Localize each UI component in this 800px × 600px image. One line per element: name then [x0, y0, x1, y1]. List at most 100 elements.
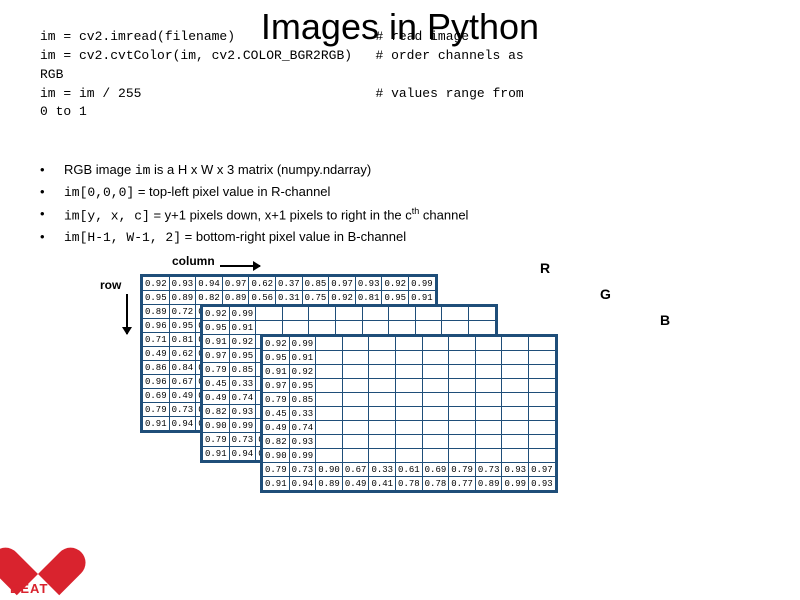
matrix-cell: 0.33 — [289, 407, 316, 421]
matrix-cell: 0.73 — [229, 433, 256, 447]
channel-r-label: R — [540, 260, 550, 276]
matrix-cell: 0.73 — [475, 463, 502, 477]
matrix-cell: 0.62 — [249, 277, 276, 291]
matrix-cell — [502, 449, 529, 463]
matrix-cell: 0.95 — [229, 349, 256, 363]
matrix-cell: 0.92 — [289, 365, 316, 379]
matrix-cell: 0.91 — [143, 417, 170, 431]
matrix-cell: 0.97 — [203, 349, 230, 363]
matrix-cell — [369, 379, 396, 393]
matrix-cell — [362, 307, 389, 321]
b1-post: is a H x W x 3 matrix (numpy.ndarray) — [150, 162, 371, 177]
matrix-cell: 0.95 — [143, 291, 170, 305]
matrix-cell: 0.90 — [316, 463, 343, 477]
matrix-cell — [342, 421, 369, 435]
matrix-diagram: row column R G B 0.920.930.940.970.620.3… — [100, 254, 700, 574]
matrix-cell — [396, 449, 423, 463]
matrix-cell — [422, 351, 449, 365]
matrix-cell: 0.97 — [529, 463, 556, 477]
matrix-cell: 0.89 — [169, 291, 196, 305]
matrix-cell — [502, 379, 529, 393]
matrix-cell: 0.95 — [169, 319, 196, 333]
matrix-cell — [342, 393, 369, 407]
matrix-cell — [396, 435, 423, 449]
matrix-cell: 0.84 — [169, 361, 196, 375]
matrix-cell: 0.89 — [143, 305, 170, 319]
code-l1b: # read image — [375, 29, 469, 44]
matrix-cell: 0.75 — [302, 291, 329, 305]
matrix-cell — [529, 351, 556, 365]
matrix-cell — [469, 307, 496, 321]
matrix-cell: 0.89 — [475, 477, 502, 491]
matrix-cell — [475, 407, 502, 421]
column-label: column — [172, 254, 215, 268]
matrix-cell — [502, 435, 529, 449]
code-block: im = cv2.imread(filename) # read image i… — [40, 28, 760, 122]
matrix-cell: 0.45 — [203, 377, 230, 391]
matrix-cell: 0.96 — [143, 319, 170, 333]
matrix-cell — [309, 307, 336, 321]
matrix-cell: 0.81 — [169, 333, 196, 347]
matrix-cell — [422, 337, 449, 351]
matrix-cell: 0.91 — [289, 351, 316, 365]
matrix-cell: 0.79 — [203, 433, 230, 447]
matrix-cell — [316, 435, 343, 449]
matrix-cell: 0.97 — [222, 277, 249, 291]
matrix-cell — [415, 321, 442, 335]
matrix-cell — [442, 307, 469, 321]
matrix-cell: 0.62 — [169, 347, 196, 361]
matrix-cell: 0.69 — [143, 389, 170, 403]
matrix-cell: 0.92 — [229, 335, 256, 349]
matrix-cell — [389, 321, 416, 335]
matrix-cell — [369, 449, 396, 463]
row-label: row — [100, 278, 121, 292]
matrix-cell: 0.93 — [529, 477, 556, 491]
matrix-cell — [342, 449, 369, 463]
matrix-cell: 0.99 — [289, 449, 316, 463]
matrix-cell — [422, 365, 449, 379]
matrix-cell: 0.31 — [276, 291, 303, 305]
matrix-cell — [396, 379, 423, 393]
matrix-cell: 0.95 — [203, 321, 230, 335]
matrix-cell: 0.91 — [263, 365, 290, 379]
matrix-cell — [422, 435, 449, 449]
matrix-cell — [396, 407, 423, 421]
matrix-cell — [316, 365, 343, 379]
matrix-cell — [475, 337, 502, 351]
matrix-cell — [316, 393, 343, 407]
matrix-cell — [369, 421, 396, 435]
matrix-cell: 0.92 — [382, 277, 409, 291]
b3-posta: = y+1 pixels down, x+1 pixels to right i… — [150, 207, 412, 222]
matrix-cell: 0.90 — [263, 449, 290, 463]
matrix-cell — [369, 393, 396, 407]
matrix-cell: 0.99 — [289, 337, 316, 351]
matrix-cell: 0.91 — [229, 321, 256, 335]
matrix-cell: 0.93 — [355, 277, 382, 291]
code-l2c: RGB — [40, 66, 760, 85]
matrix-cell — [369, 365, 396, 379]
matrix-cell: 0.85 — [229, 363, 256, 377]
matrix-cell — [449, 449, 476, 463]
matrix-cell — [415, 307, 442, 321]
arrow-column-icon — [220, 265, 260, 267]
matrix-cell: 0.86 — [143, 361, 170, 375]
matrix-cell — [475, 435, 502, 449]
matrix-cell: 0.78 — [396, 477, 423, 491]
matrix-cell — [529, 337, 556, 351]
matrix-cell — [369, 407, 396, 421]
matrix-cell — [442, 321, 469, 335]
matrix-cell: 0.97 — [329, 277, 356, 291]
matrix-cell — [316, 337, 343, 351]
bullet-3: • im[y, x, c] = y+1 pixels down, x+1 pix… — [40, 204, 760, 227]
bullet-2: • im[0,0,0] = top-left pixel value in R-… — [40, 182, 760, 204]
matrix-cell — [369, 435, 396, 449]
matrix-cell — [316, 351, 343, 365]
matrix-cell: 0.33 — [229, 377, 256, 391]
matrix-cell: 0.81 — [355, 291, 382, 305]
matrix-cell: 0.89 — [222, 291, 249, 305]
matrix-cell: 0.95 — [382, 291, 409, 305]
code-l1a: im = cv2.imread(filename) — [40, 29, 235, 44]
matrix-cell: 0.79 — [449, 463, 476, 477]
matrix-cell — [529, 407, 556, 421]
matrix-cell — [316, 449, 343, 463]
